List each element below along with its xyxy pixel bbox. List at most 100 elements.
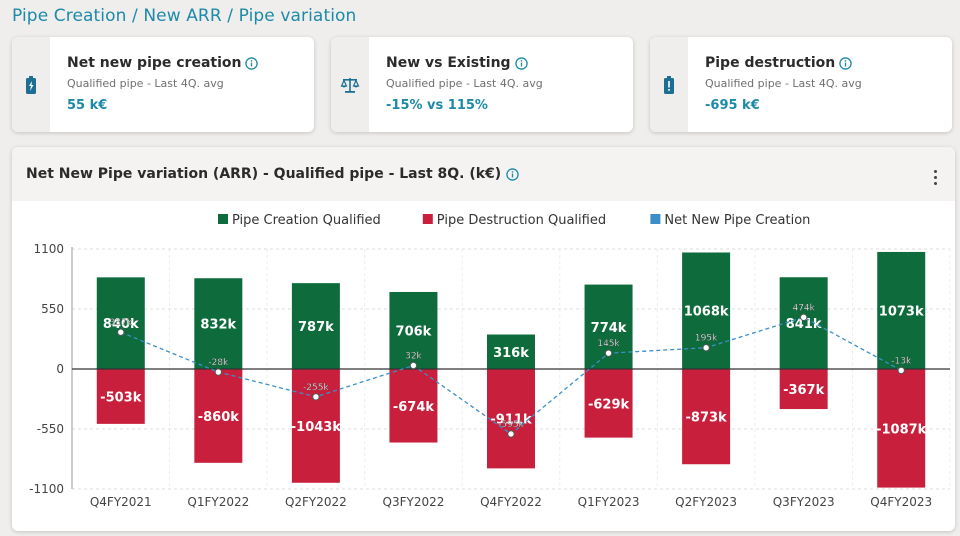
y-tick-label: 1100 <box>33 242 64 256</box>
kpi-value: -695 k€ <box>705 98 760 113</box>
x-tick-label: Q1FY2023 <box>578 495 640 509</box>
net-point <box>214 368 223 376</box>
bar-label-destruction: -367k <box>783 383 825 398</box>
x-tick-label: Q4FY2023 <box>870 495 932 509</box>
bar-pipe-destruction <box>877 369 926 488</box>
chart-title: Net New Pipe variation (ARR) - Qualified… <box>26 166 502 182</box>
bar-pipe-creation <box>194 278 243 369</box>
y-tick-label: -550 <box>37 422 64 436</box>
legend-label: Pipe Creation Qualified <box>232 213 381 228</box>
legend-label: Pipe Destruction Qualified <box>437 213 606 228</box>
kpi-title: New vs Existing <box>386 55 511 71</box>
more-options-button[interactable] <box>927 167 943 187</box>
bar-label-destruction: -860k <box>198 410 240 425</box>
bar-label-creation: 706k <box>396 324 432 339</box>
kpi-card-net-new-pipe: Net new pipe creation Qualified pipe - L… <box>12 37 314 132</box>
info-icon[interactable] <box>245 56 259 70</box>
kpi-subtitle: Qualified pipe - Last 4Q. avg <box>705 77 862 90</box>
y-tick-label: -1100 <box>29 482 64 496</box>
net-label: 195k <box>695 334 718 344</box>
net-point <box>312 393 320 401</box>
bar-pipe-creation <box>389 291 438 369</box>
bar-label-destruction: -873k <box>686 411 728 426</box>
battery-alert-icon <box>664 75 674 94</box>
bar-pipe-destruction <box>487 369 535 469</box>
net-label: -595k <box>498 420 524 430</box>
bar-pipe-creation <box>877 251 926 369</box>
bar-pipe-destruction <box>291 369 340 483</box>
bar-label-destruction: -1043k <box>291 420 342 435</box>
bar-pipe-creation <box>779 277 828 369</box>
chart-header: Net New Pipe variation (ARR) - Qualified… <box>12 147 955 201</box>
battery-charging-icon <box>26 75 36 94</box>
bar-label-creation: 1073k <box>879 304 924 319</box>
net-point <box>507 430 515 438</box>
kebab-dot <box>933 169 937 173</box>
bar-label-creation: 840k <box>103 317 139 332</box>
balance-scale-icon <box>340 77 360 93</box>
net-label: -28k <box>208 358 229 368</box>
bar-pipe-destruction <box>779 369 828 410</box>
net-point <box>799 313 808 321</box>
bar-label-destruction: -503k <box>100 390 142 405</box>
net-point <box>409 361 418 370</box>
bar-label-creation: 1068k <box>684 305 729 320</box>
y-tick-label: 550 <box>41 302 64 316</box>
bar-pipe-destruction <box>96 369 145 424</box>
legend-swatch <box>218 214 228 224</box>
bar-pipe-creation <box>487 334 535 369</box>
bar-label-destruction: -911k <box>490 413 532 428</box>
chart-panel: Net New Pipe variation (ARR) - Qualified… <box>12 147 955 531</box>
x-tick-label: Q4FY2021 <box>90 495 152 509</box>
x-tick-label: Q2FY2022 <box>285 495 347 509</box>
bar-pipe-creation <box>96 277 145 369</box>
net-point <box>117 328 125 336</box>
y-tick-label: 0 <box>56 362 64 376</box>
legend-swatch <box>422 214 433 224</box>
kebab-dot <box>933 181 937 185</box>
net-point <box>604 349 613 357</box>
bar-pipe-destruction <box>584 369 633 438</box>
kpi-subtitle: Qualified pipe - Last 4Q. avg <box>67 77 224 90</box>
bar-label-creation: 316k <box>493 346 529 361</box>
x-tick-label: Q3FY2022 <box>383 495 445 509</box>
net-point <box>702 344 710 352</box>
kpi-value: -15% vs 115% <box>386 98 488 113</box>
net-label: -255k <box>303 383 329 393</box>
net-label: 337k <box>110 318 133 328</box>
bar-pipe-destruction <box>194 369 243 463</box>
bar-label-destruction: -1087k <box>876 422 927 437</box>
x-tick-label: Q3FY2023 <box>773 495 835 509</box>
x-tick-label: Q4FY2022 <box>480 495 542 509</box>
kpi-title: Pipe destruction <box>705 55 836 71</box>
chart-canvas: 1100 550 0 -550 -1100 Q4FY2021 Q1FY2022 Q2FY202… <box>29 213 951 509</box>
bar-label-destruction: -674k <box>393 400 435 415</box>
kpi-card-pipe-destruction: Pipe destruction Qualified pipe - Last 4… <box>650 37 952 132</box>
kpi-subtitle: Qualified pipe - Last 4Q. avg <box>386 77 543 90</box>
kpi-title: Net new pipe creation <box>67 55 242 71</box>
info-icon[interactable] <box>514 56 528 70</box>
bar-label-creation: 832k <box>200 318 236 333</box>
net-point <box>897 366 905 375</box>
kebab-dot <box>933 175 937 179</box>
bar-label-creation: 841k <box>786 317 822 332</box>
legend-swatch <box>650 214 661 224</box>
kpi-card-new-vs-existing: New vs Existing Qualified pipe - Last 4Q… <box>331 37 633 132</box>
bar-pipe-destruction <box>389 369 438 443</box>
net-label: 145k <box>597 339 620 349</box>
page-title: Pipe Creation / New ARR / Pipe variation <box>12 6 357 26</box>
net-label: -13k <box>891 356 912 366</box>
legend-label: Net New Pipe Creation <box>664 213 810 228</box>
net-label: 474k <box>792 303 815 313</box>
x-tick-label: Q2FY2023 <box>675 495 737 509</box>
info-icon[interactable] <box>506 167 519 181</box>
kpi-value: 55 k€ <box>67 98 108 113</box>
bar-label-creation: 787k <box>298 320 334 335</box>
bar-pipe-creation <box>291 283 340 369</box>
net-label: 32k <box>405 352 422 362</box>
x-tick-label: Q1FY2022 <box>187 495 249 509</box>
bar-label-destruction: -629k <box>588 397 630 412</box>
info-icon[interactable] <box>839 56 852 70</box>
bar-label-creation: 774k <box>591 321 627 336</box>
bar-pipe-destruction <box>682 369 731 465</box>
